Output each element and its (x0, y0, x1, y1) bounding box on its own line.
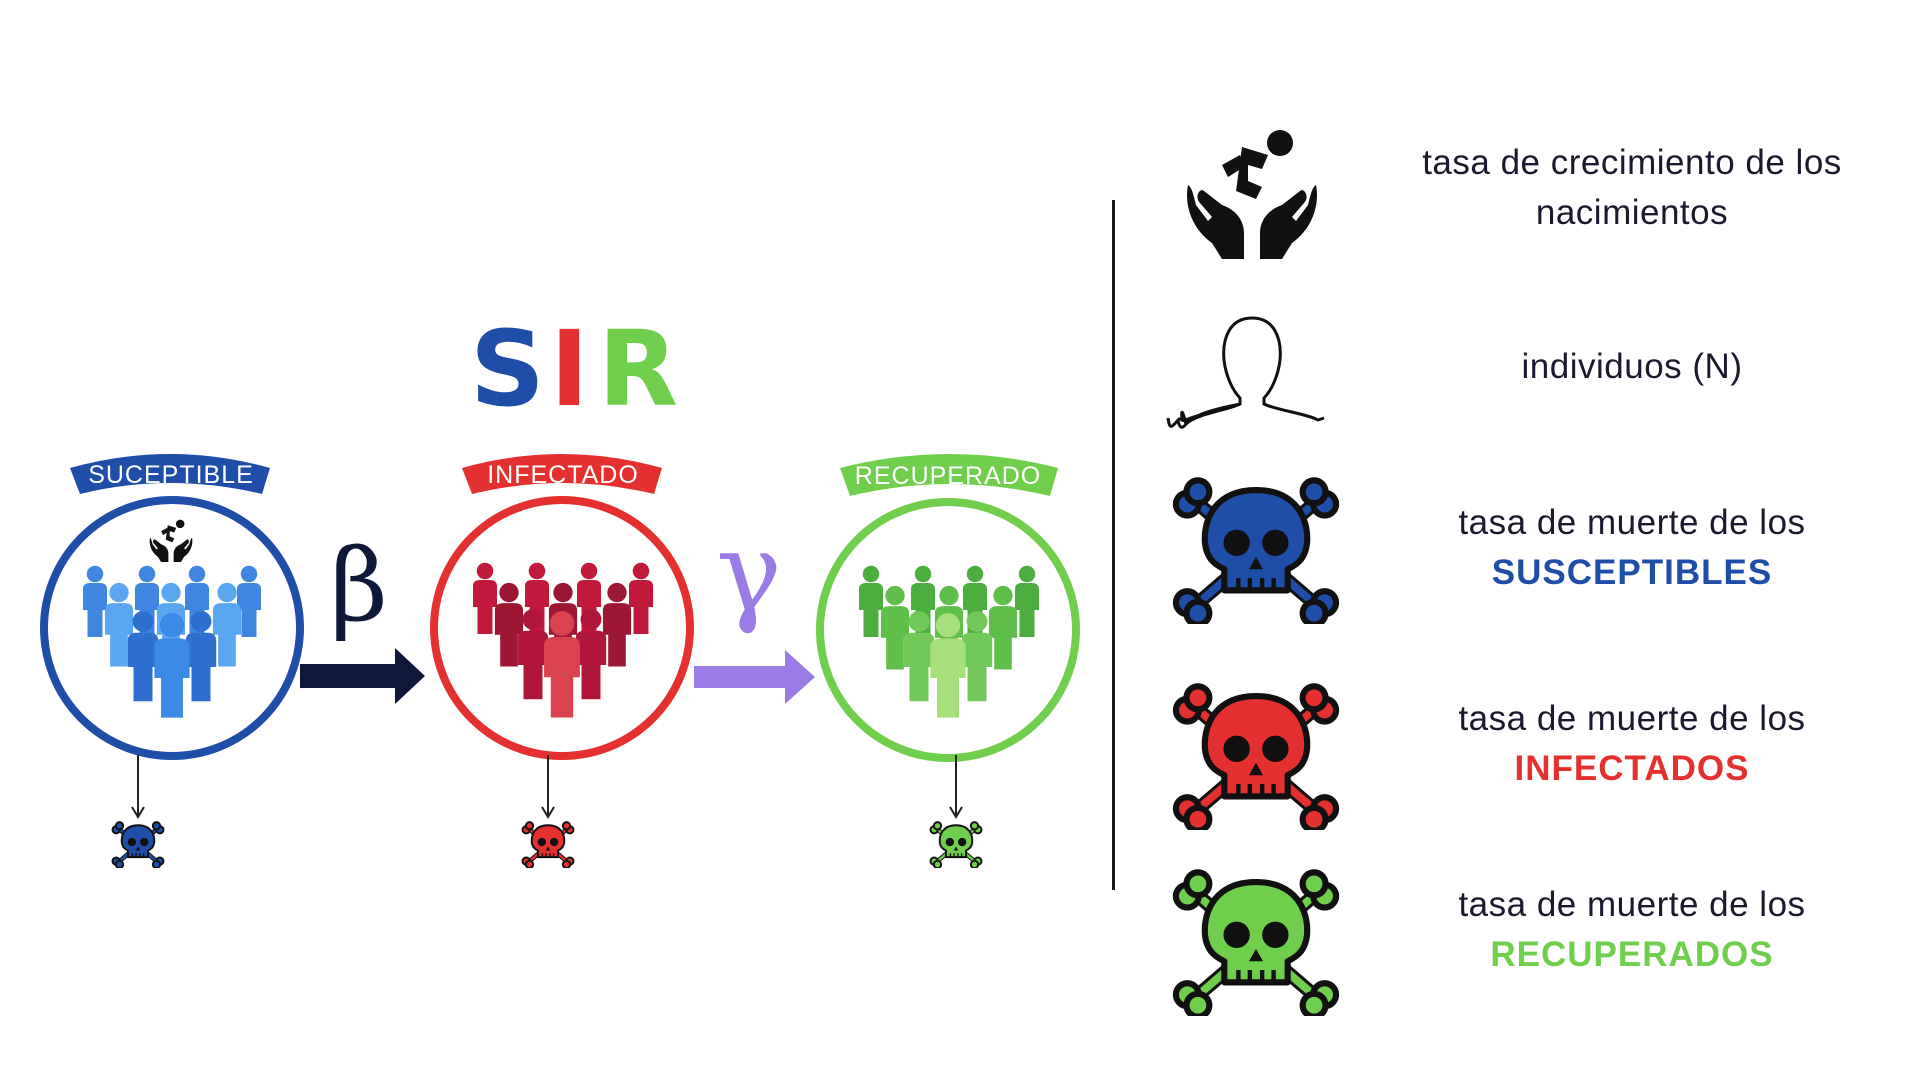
legend-divider (1112, 200, 1115, 890)
recovered-circle (816, 498, 1080, 762)
beta-arrow (300, 648, 425, 704)
transition-gamma: γ (694, 508, 815, 704)
legend-skull-blue-icon (1176, 480, 1336, 624)
legend-death-infected-text: tasa de muerte de los (1458, 699, 1806, 738)
legend-person-outline-icon (1166, 316, 1325, 429)
recovered-label: RECUPERADO (855, 462, 1041, 490)
compartment-susceptible: SUCEPTIBLE (40, 454, 304, 868)
infected-banner (462, 454, 662, 494)
gamma-arrow (694, 650, 815, 704)
susceptible-banner (70, 454, 270, 494)
sir-title: S I R (470, 308, 678, 430)
susceptible-label: SUCEPTIBLE (88, 461, 254, 489)
infected-circle (430, 496, 694, 760)
legend-death-infected-emphasis: INFECTADOS (1514, 749, 1750, 788)
susceptible-circle (40, 496, 304, 760)
birth-icon (149, 519, 193, 563)
title-letter-r: R (598, 308, 678, 430)
recovered-crowd (859, 565, 1039, 718)
transition-beta: β (300, 527, 425, 704)
legend-item-individuals: individuos (N) (1372, 342, 1892, 392)
title-letter-s: S (470, 308, 545, 430)
compartment-infected: INFECTADO (430, 454, 694, 868)
legend-individuals-text: individuos (N) (1521, 347, 1743, 386)
beta-symbol: β (330, 527, 388, 644)
infected-label: INFECTADO (487, 461, 639, 489)
legend-skull-green-icon (1176, 872, 1336, 1016)
infected-skull-icon (523, 822, 574, 868)
recovered-skull-icon (931, 822, 982, 868)
legend-death-recovered-emphasis: RECUPERADOS (1490, 935, 1774, 974)
title-letter-i: I (550, 308, 589, 430)
legend-item-death-susceptible: tasa de muerte de los SUSCEPTIBLES (1372, 498, 1892, 598)
compartment-recovered: RECUPERADO (816, 454, 1080, 868)
gamma-symbol: γ (716, 508, 782, 636)
legend-birth-text: tasa de crecimiento de los nacimientos (1422, 143, 1842, 232)
legend-death-recovered-text: tasa de muerte de los (1458, 885, 1806, 924)
legend-item-death-recovered: tasa de muerte de los RECUPERADOS (1372, 880, 1892, 980)
legend-skull-red-icon (1176, 686, 1336, 830)
legend-item-birth: tasa de crecimiento de los nacimientos (1372, 138, 1892, 238)
recovered-banner (840, 454, 1058, 496)
legend-item-death-infected: tasa de muerte de los INFECTADOS (1372, 694, 1892, 794)
legend-death-susceptible-emphasis: SUSCEPTIBLES (1491, 553, 1773, 592)
susceptible-crowd (83, 565, 261, 718)
legend-death-susceptible-text: tasa de muerte de los (1458, 503, 1806, 542)
infected-crowd (473, 562, 653, 718)
susceptible-skull-icon (113, 822, 164, 868)
legend-birth-hands-icon (1187, 130, 1317, 259)
